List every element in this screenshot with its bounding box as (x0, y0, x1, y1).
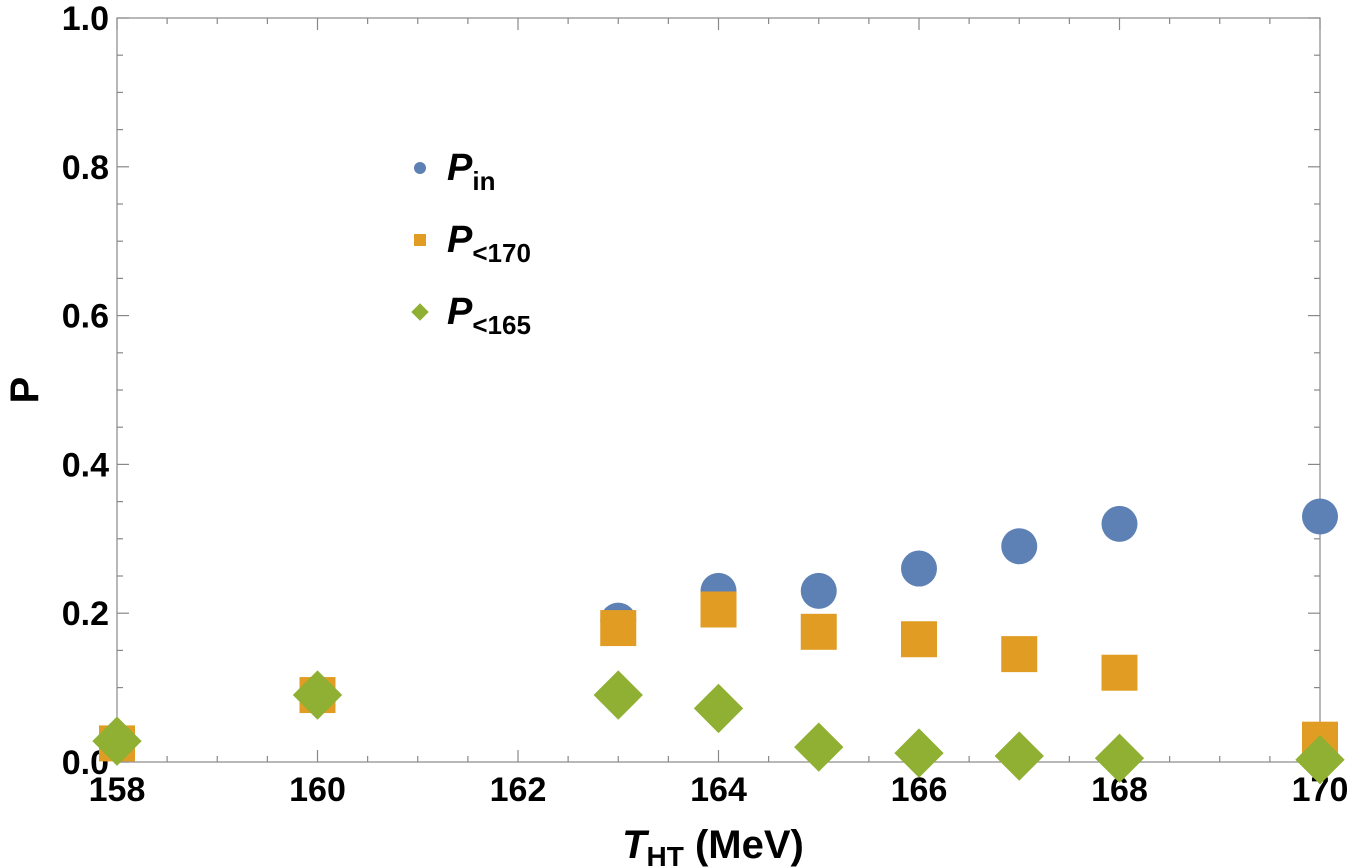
legend-entry-sub: <165 (472, 310, 531, 340)
y-tick-label: 0.4 (62, 446, 109, 484)
circle-point (901, 550, 937, 587)
legend-marker-diamond (411, 303, 429, 321)
y-tick-label: 1.0 (62, 0, 109, 38)
x-tick-label: 160 (289, 771, 346, 809)
diamond-point (994, 731, 1044, 781)
square-point (700, 591, 737, 628)
square-point (600, 610, 637, 647)
legend-entry-sub: in (472, 166, 495, 196)
square-point (1001, 636, 1038, 673)
legend-entry-label: Pin (447, 147, 495, 196)
square-point (901, 621, 937, 658)
diamond-point (1094, 733, 1145, 783)
legend-entry-main: P (447, 147, 473, 189)
diamond-point (92, 716, 142, 766)
series-2 (92, 670, 1345, 785)
legend-marker-square (414, 234, 426, 246)
legend-entry-label: P<165 (447, 291, 531, 340)
diamond-point (693, 683, 744, 734)
x-axis-label-main: T (622, 823, 650, 867)
circle-point (1101, 505, 1138, 542)
axis-ticks (116, 17, 1321, 763)
x-axis-label-unit: (MeV) (684, 823, 804, 867)
x-tick-label: 158 (89, 771, 146, 809)
diamond-point (292, 670, 343, 720)
diamond-point (1295, 735, 1345, 785)
x-tick-label: 164 (690, 771, 747, 809)
y-tick-label: 0.6 (62, 298, 109, 336)
circle-point (800, 572, 837, 609)
y-tick-label: 0.2 (62, 595, 109, 633)
diamond-point (593, 670, 643, 720)
legend-entry-label: P<170 (447, 219, 531, 268)
legend-entry-main: P (447, 219, 473, 261)
plot-frame (116, 17, 1321, 763)
circle-point (1302, 498, 1338, 535)
x-tick-label: 162 (490, 771, 547, 809)
square-point (1101, 654, 1138, 691)
data-markers (92, 498, 1345, 785)
plot-border (116, 17, 1321, 763)
y-tick-label: 0.8 (62, 149, 109, 187)
legend-marker-circle (414, 162, 426, 174)
circle-point (1001, 528, 1038, 565)
x-axis-label: THT (MeV) (622, 823, 804, 867)
legend-entry-sub: <170 (472, 238, 531, 268)
x-axis-label-sub: HT (647, 841, 684, 867)
series-1 (99, 591, 1338, 762)
legend-entry-main: P (447, 291, 473, 333)
y-axis-label: P (3, 377, 47, 404)
diamond-point (794, 722, 844, 772)
diamond-point (894, 728, 944, 778)
square-point (800, 613, 837, 650)
